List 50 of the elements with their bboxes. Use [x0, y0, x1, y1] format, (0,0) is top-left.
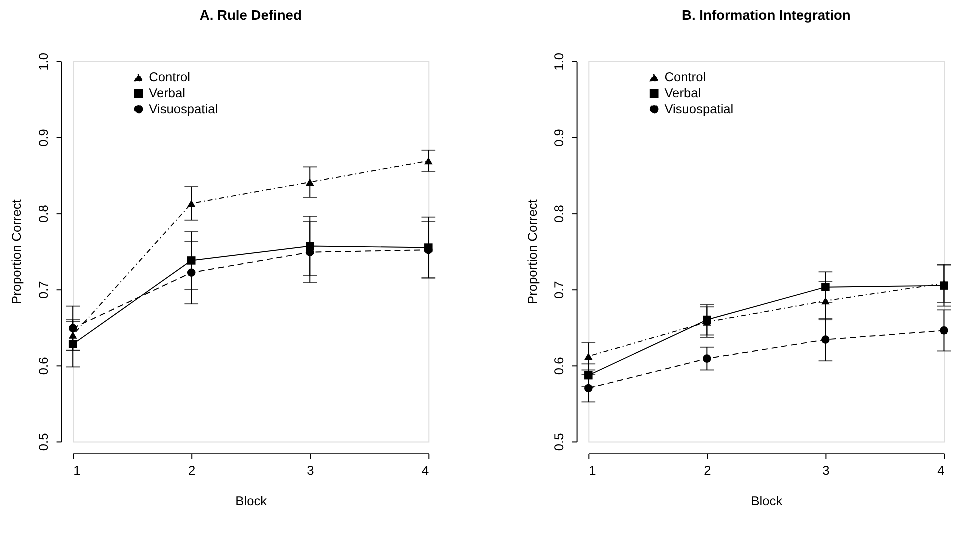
point [822, 283, 830, 292]
point [187, 268, 196, 278]
y-tick-label: 0.9 [551, 129, 566, 147]
point [187, 256, 196, 265]
point [424, 158, 433, 165]
point [822, 336, 830, 344]
legend-label: Visuospatial [149, 101, 218, 116]
y-axis-title: Proportion Correct [524, 199, 540, 304]
y-tick-label: 1.0 [551, 53, 566, 71]
point [584, 371, 593, 380]
legend-label: Verbal [149, 86, 186, 101]
y-tick-label: 0.6 [36, 357, 51, 376]
x-axis-title: Block [236, 493, 268, 508]
x-tick-label: 1 [74, 462, 81, 478]
chart-title: B. Information Integration [682, 6, 851, 23]
y-tick-label: 0.8 [551, 205, 566, 223]
point [68, 332, 78, 339]
legend-label: Control [664, 70, 706, 85]
y-tick-label: 0.9 [36, 129, 51, 147]
legend-label: Control [149, 70, 190, 85]
x-tick-label: 1 [589, 462, 596, 478]
y-tick-label: 0.7 [36, 281, 51, 300]
point [187, 200, 196, 208]
x-tick-label: 2 [188, 462, 196, 478]
point [940, 326, 948, 335]
legend-label: Visuospatial [664, 101, 734, 116]
point [584, 384, 593, 393]
point [584, 352, 593, 360]
y-tick-label: 0.5 [551, 433, 566, 452]
point [306, 178, 314, 186]
y-axis-title: Proportion Correct [9, 199, 24, 304]
y-tick-label: 0.6 [551, 357, 566, 376]
point [703, 354, 712, 363]
point [68, 340, 78, 348]
y-tick-label: 0.8 [36, 205, 51, 223]
chart-title: A. Rule Defined [200, 6, 302, 23]
x-tick-label: 4 [938, 462, 945, 478]
x-tick-label: 3 [307, 462, 314, 478]
y-tick-label: 0.7 [551, 281, 566, 300]
y-tick-label: 1.0 [36, 53, 51, 71]
y-tick-label: 0.5 [36, 433, 51, 452]
x-tick-label: 3 [822, 462, 830, 478]
x-axis-title: Block [751, 493, 784, 508]
point [68, 324, 78, 333]
point [940, 282, 948, 290]
x-tick-label: 4 [422, 462, 430, 478]
point [822, 297, 830, 305]
x-tick-label: 2 [704, 462, 712, 478]
point [703, 316, 712, 324]
legend-label: Verbal [664, 86, 702, 101]
